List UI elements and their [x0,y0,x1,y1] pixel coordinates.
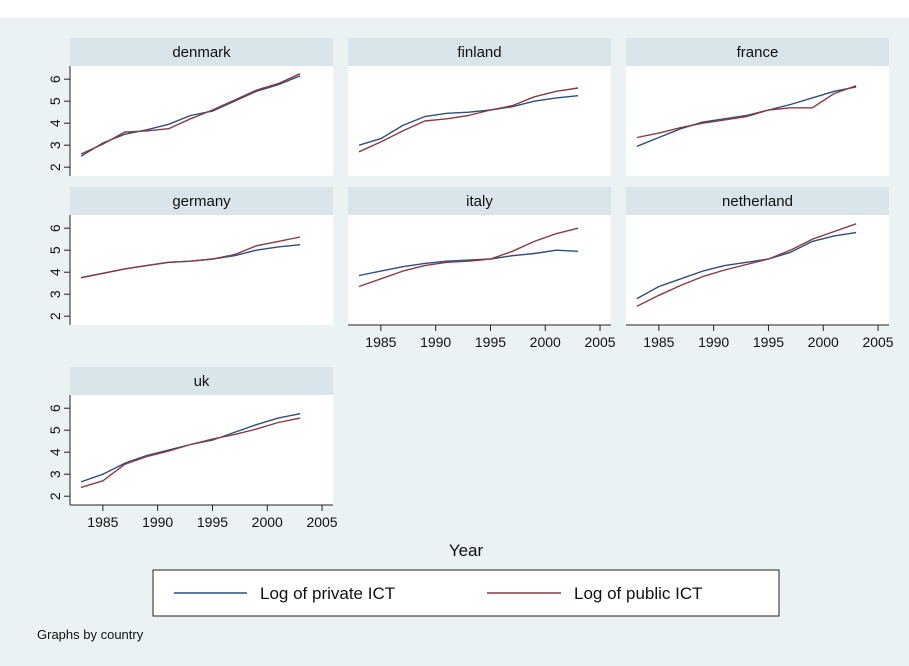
x-tick-label: 1995 [197,514,228,530]
series-line-private [358,95,579,146]
panel-finland: finland [348,38,611,176]
series-line-private [636,86,857,147]
panel-title-france: france [737,44,779,61]
x-tick-label: 1990 [420,334,451,350]
panel-title-netherland: netherland [722,193,793,210]
panel-header [70,187,333,215]
plot-area [70,395,333,505]
series-line-private [358,249,579,277]
legend-box [152,569,780,617]
graphs-by-note: Graphs by country [37,627,144,642]
panel-header [348,38,611,66]
y-tick-label: 3 [47,141,63,149]
series-line-private [636,231,857,300]
y-tick-label: 6 [47,404,63,412]
panel-header [626,187,889,215]
series-line-public [80,73,301,155]
cropped-header-strip [0,0,909,18]
series-line-public [80,417,301,489]
y-tick-label: 2 [47,492,63,500]
panel-header [348,187,611,215]
y-tick-label: 6 [47,224,63,232]
y-tick-label: 3 [47,290,63,298]
series-line-public [636,85,857,139]
y-tick-label: 5 [47,97,63,105]
x-tick-label: 2000 [808,334,839,350]
panel-denmark: denmark 2 3 4 5 6 [47,38,333,176]
y-tick-label: 2 [47,312,63,320]
series-line-public [636,223,857,307]
plot-area [348,66,611,176]
panel-italy: italy 1985 1990 1995 2000 2005 [348,187,616,350]
x-tick-label: 1990 [698,334,729,350]
x-tick-label: 1995 [475,334,506,350]
panel-title-denmark: denmark [172,44,231,61]
y-tick-label: 3 [47,470,63,478]
plot-area [70,66,333,176]
x-tick-label: 1985 [365,334,396,350]
series-line-public [358,227,579,288]
x-tick-label: 2005 [862,334,893,350]
legend: Log of private ICT Log of public ICT [152,569,780,617]
x-tick-label: 1985 [643,334,674,350]
panel-title-germany: germany [172,193,231,210]
panel-header [70,38,333,66]
plot-area [626,215,889,325]
plot-area [348,215,611,325]
y-tick-label: 4 [47,119,63,127]
y-tick-label: 5 [47,246,63,254]
x-tick-label: 1990 [142,514,173,530]
panel-uk: uk 2 3 4 5 6 1985 1990 1995 2000 2005 [47,367,338,530]
panel-title-uk: uk [194,373,210,390]
legend-label-public: Log of public ICT [574,584,703,603]
y-tick-label: 4 [47,268,63,276]
panel-title-finland: finland [457,44,501,61]
x-axis-title: Year [449,541,484,560]
x-tick-label: 2000 [530,334,561,350]
panel-germany: germany 2 3 4 5 6 [47,187,333,325]
y-tick-label: 5 [47,426,63,434]
panel-header [70,367,333,395]
y-tick-label: 2 [47,163,63,171]
plot-area [626,66,889,176]
y-tick-label: 6 [47,75,63,83]
x-tick-label: 1995 [753,334,784,350]
series-line-public [80,236,301,279]
plot-area [70,215,333,325]
x-tick-label: 1985 [87,514,118,530]
x-tick-label: 2000 [252,514,283,530]
panel-france: france [626,38,889,176]
panel-header [626,38,889,66]
series-line-private [80,75,301,157]
y-tick-label: 4 [47,448,63,456]
panel-title-italy: italy [466,193,493,210]
panel-netherland: netherland 1985 1990 1995 2000 2005 [626,187,894,350]
panels-layer: denmark 2 3 4 5 6 finland france germany 2 3 4 5 6 ita… [47,38,894,530]
series-line-public [358,87,579,153]
x-tick-label: 2005 [306,514,337,530]
x-tick-label: 2005 [584,334,615,350]
legend-label-private: Log of private ICT [260,584,395,603]
